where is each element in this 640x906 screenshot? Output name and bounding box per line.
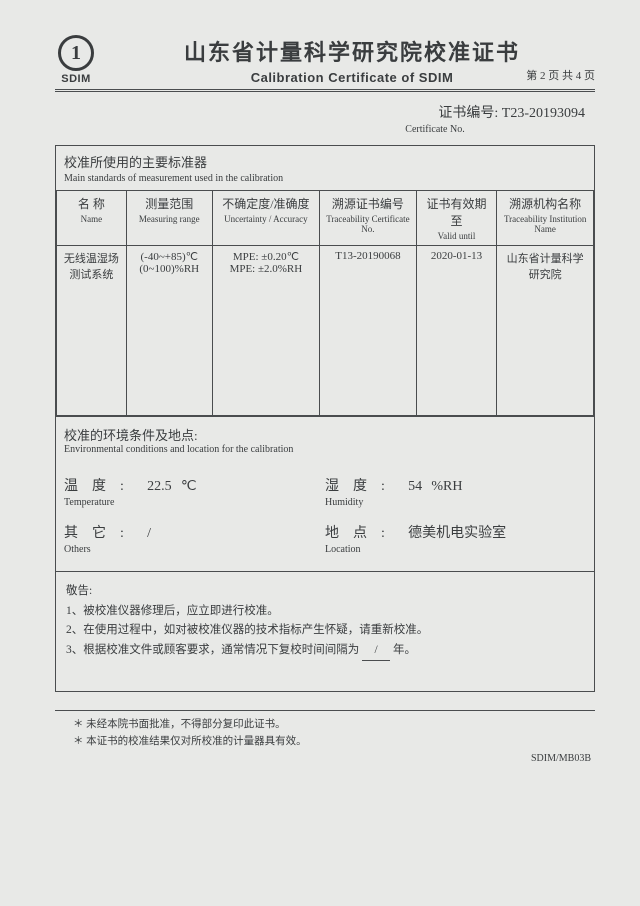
env-title-cn: 校准的环境条件及地点: <box>64 425 586 444</box>
standards-title-en: Main standards of measurement used in th… <box>56 173 594 190</box>
hum-unit: %RH <box>431 479 462 494</box>
temp-label-en: Temperature <box>64 497 325 508</box>
hum-value: 54 <box>408 479 422 494</box>
notice-line-1: 1、被校准仪器修理后，应立即进行校准。 <box>66 602 584 622</box>
logo-ring-icon: 1 <box>58 35 94 71</box>
temp-label: 温度: <box>64 479 138 494</box>
temp-unit: ℃ <box>181 479 197 494</box>
sdim-logo: 1 SDIM <box>55 35 97 85</box>
title-block: 山东省计量科学研究院校准证书 Calibration Certificate o… <box>109 35 595 85</box>
standards-table: 名 称Name 测量范围Measuring range 不确定度/准确度Unce… <box>56 190 594 416</box>
cell-cert: T13-20190068 <box>320 246 417 416</box>
cell-accuracy: MPE: ±0.20℃ MPE: ±2.0%RH <box>212 246 319 416</box>
others-value: / <box>147 526 151 541</box>
hum-label-en: Humidity <box>325 497 586 508</box>
page-number: 第 2 页 共 4 页 <box>526 67 595 83</box>
environment-block: 校准的环境条件及地点: Environmental conditions and… <box>56 416 594 571</box>
title-en: Calibration Certificate of SDIM <box>109 70 595 85</box>
others-label-en: Others <box>64 544 325 555</box>
cell-range: (-40~+85)℃ (0~100)%RH <box>126 246 212 416</box>
recal-interval: / <box>362 641 390 662</box>
cell-valid: 2020-01-13 <box>416 246 497 416</box>
form-code: SDIM/MB03B <box>55 753 595 764</box>
loc-value: 德美机电实验室 <box>408 526 506 541</box>
notice-line-2: 2、在使用过程中，如对被校准仪器的技术指标产生怀疑，请重新校准。 <box>66 621 584 641</box>
hum-label: 湿度: <box>325 479 399 494</box>
cell-name: 无线温湿场测试系统 <box>57 246 127 416</box>
main-content-box: 校准所使用的主要标准器 Main standards of measuremen… <box>55 145 595 692</box>
footer-note-1: ＊ 未经本院书面批准，不得部分复印此证书。 <box>73 717 591 734</box>
env-row-1: 温度: 22.5 ℃ Temperature 湿度: 54 %RH Humidi… <box>64 475 586 508</box>
cert-no-label: 证书编号: <box>438 106 498 121</box>
footer-note-2: ＊ 本证书的校准结果仅对所校准的计量器具有效。 <box>73 734 591 751</box>
table-row: 无线温湿场测试系统 (-40~+85)℃ (0~100)%RH MPE: ±0.… <box>57 246 594 416</box>
others-label: 其它: <box>64 526 138 541</box>
standards-title-cn: 校准所使用的主要标准器 <box>56 146 594 173</box>
env-row-2: 其它: / Others 地点: 德美机电实验室 Location <box>64 522 586 555</box>
cell-inst: 山东省计量科学研究院 <box>497 246 594 416</box>
title-cn: 山东省计量科学研究院校准证书 <box>109 35 595 67</box>
loc-label-en: Location <box>325 544 586 555</box>
certificate-number-row: 证书编号: T23-20193094 <box>55 102 585 122</box>
loc-label: 地点: <box>325 526 399 541</box>
notice-block: 敬告: 1、被校准仪器修理后，应立即进行校准。 2、在使用过程中，如对被校准仪器… <box>56 571 594 691</box>
cert-no-label-en: Certificate No. <box>275 124 595 135</box>
footer-notes: ＊ 未经本院书面批准，不得部分复印此证书。 ＊ 本证书的校准结果仅对所校准的计量… <box>55 711 595 751</box>
cert-no-value: T23-20193094 <box>502 106 585 121</box>
notice-head: 敬告: <box>66 582 584 602</box>
notice-line-3: 3、根据校准文件或顾客要求，通常情况下复校时间间隔为 / 年。 <box>66 641 584 662</box>
env-title-en: Environmental conditions and location fo… <box>64 444 586 461</box>
logo-text: SDIM <box>61 73 91 85</box>
certificate-header: 1 SDIM 山东省计量科学研究院校准证书 Calibration Certif… <box>55 35 595 92</box>
table-header-row: 名 称Name 测量范围Measuring range 不确定度/准确度Unce… <box>57 191 594 246</box>
temp-value: 22.5 <box>147 479 172 494</box>
